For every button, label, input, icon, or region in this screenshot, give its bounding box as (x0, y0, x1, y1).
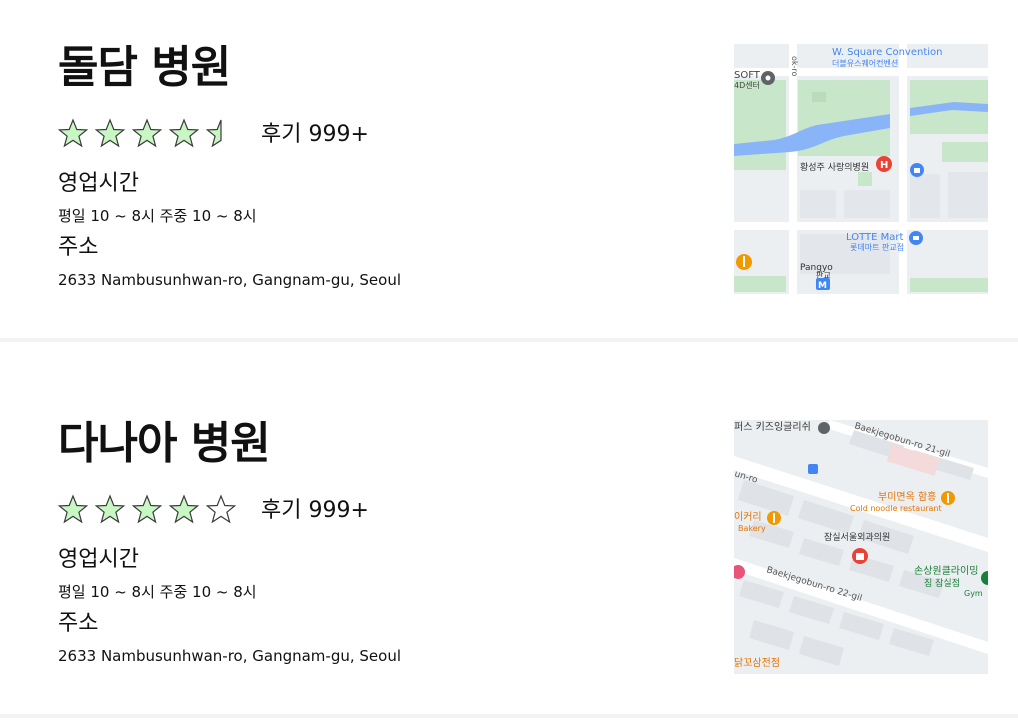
map-pin-icon (981, 571, 988, 585)
address-label: 주소 (58, 611, 99, 636)
rating-stars (58, 118, 236, 148)
star-icon (95, 494, 125, 524)
address-value: 2633 Nambusunhwan-ro, Gangnam-gu, Seoul (58, 647, 401, 665)
map-pin-icon (852, 548, 868, 564)
hospital-name: 돌담 병원 (58, 42, 231, 93)
map-pin-icon (818, 422, 830, 434)
hospital-name: 다나아 병원 (58, 418, 271, 469)
map-label: Gym (964, 589, 983, 598)
map-label: W. Square Convention (832, 47, 942, 58)
bus-stop-icon (808, 464, 818, 474)
half-star-icon (206, 119, 222, 148)
review-count[interactable]: 후기 999+ (261, 498, 369, 523)
map-label: 판교 (816, 271, 831, 280)
empty-star-icon (206, 494, 236, 524)
address-value: 2633 Nambusunhwan-ro, Gangnam-gu, Seoul (58, 271, 401, 289)
map-label: 롯데마트 판교점 (850, 242, 904, 252)
star-icon (95, 118, 125, 148)
map-pin-icon: H (876, 156, 892, 172)
map-label: 황성주 사랑의병원 (800, 161, 869, 173)
star-icon (132, 118, 162, 148)
star-icon (58, 494, 88, 524)
hours-value: 평일 10 ~ 8시 주중 10 ~ 8시 (58, 583, 257, 601)
map-label: 더블유스퀘어컨벤션 (832, 58, 898, 68)
star-icon (169, 118, 199, 148)
star-icon (132, 494, 162, 524)
map-pin-icon (736, 254, 752, 270)
map-label: 퍼스 키즈잉글리쉬 (734, 421, 811, 433)
star-icon (169, 494, 199, 524)
review-count[interactable]: 후기 999+ (261, 122, 369, 147)
map-label: 손상원클라이밍 (914, 565, 978, 577)
map-pin-icon (910, 163, 924, 177)
subway-icon (816, 278, 830, 290)
map-label: 닭꼬삼전점 (734, 657, 780, 669)
map-pin-icon (909, 231, 923, 245)
subway-marker: M (818, 281, 827, 291)
map-pin-icon (761, 71, 775, 85)
hospital-card[interactable]: 돌담 병원 후기 999+ 영업시간 평일 10 ~ 8시 주중 10 ~ 8시… (0, 0, 1018, 342)
map-label: Pangyo (800, 263, 833, 273)
star-icon (58, 118, 88, 148)
map-pin-icon (941, 491, 955, 505)
map-image: 퍼스 키즈잉글리쉬 Baekjegobun-ro 21-gil un-ro 부미… (734, 420, 988, 674)
map-label: 이커리 (734, 511, 762, 523)
hospital-card[interactable]: 다나아 병원 후기 999+ 영업시간 평일 10 ~ 8시 주중 10 ~ 8… (0, 342, 1018, 718)
map-label: Cold noodle restaurant (850, 504, 942, 513)
map-label: ok-ro (790, 56, 799, 77)
map-pin-icon (767, 511, 781, 525)
hours-label: 영업시간 (58, 171, 139, 196)
map-label: 부미면옥 함흥 (878, 490, 936, 503)
hospital-marker: H (880, 160, 888, 171)
map-thumbnail[interactable]: 퍼스 키즈잉글리쉬 Baekjegobun-ro 21-gil un-ro 부미… (734, 420, 988, 674)
hours-label: 영업시간 (58, 547, 139, 572)
address-label: 주소 (58, 235, 99, 260)
map-thumbnail[interactable]: W. Square Convention 더블유스퀘어컨벤션 SOFT 4D센터… (734, 44, 988, 298)
map-label: Bakery (738, 524, 766, 533)
rating-stars (58, 494, 236, 524)
map-label: 짐 잠실점 (924, 577, 960, 589)
map-label: 4D센터 (734, 80, 760, 90)
map-label: SOFT (734, 70, 761, 81)
map-image: W. Square Convention 더블유스퀘어컨벤션 SOFT 4D센터… (734, 44, 988, 298)
hours-value: 평일 10 ~ 8시 주중 10 ~ 8시 (58, 207, 257, 225)
map-label: 잠실서울외과의원 (824, 531, 890, 543)
map-pin-icon (734, 565, 745, 579)
map-label: LOTTE Mart (846, 232, 903, 243)
